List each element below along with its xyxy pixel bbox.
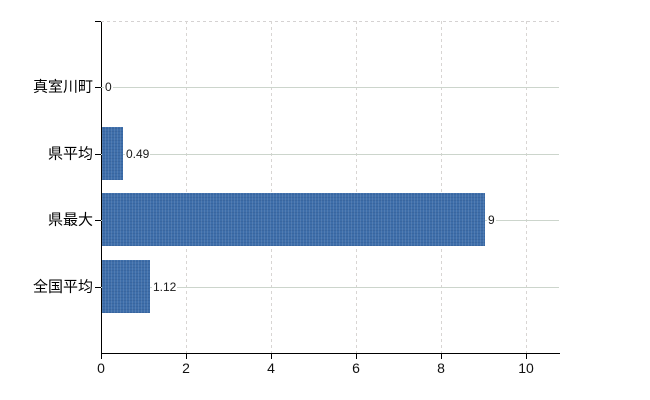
- x-axis-tick: [186, 354, 187, 359]
- x-axis-tick-label: 8: [437, 360, 445, 376]
- x-axis-tick-label: 10: [518, 360, 534, 376]
- vertical-gridline: [441, 21, 442, 353]
- plot-area: 0 0.49 9 1.12: [101, 21, 559, 353]
- vertical-gridline: [186, 21, 187, 353]
- x-axis-tick-label: 6: [352, 360, 360, 376]
- x-axis-tick: [271, 354, 272, 359]
- x-axis-tick-label: 4: [267, 360, 275, 376]
- x-axis-tick-label: 0: [97, 360, 105, 376]
- x-axis-tick: [101, 354, 102, 359]
- horizontal-gridline: [101, 154, 559, 155]
- bar-value-label: 0.49: [125, 147, 151, 161]
- category-label: 県最大: [47, 211, 93, 229]
- bar-value-label: 1.12: [152, 280, 178, 294]
- horizontal-gridline: [101, 87, 559, 88]
- category-label: 真室川町: [32, 78, 93, 96]
- bar-県最大: [102, 193, 485, 246]
- vertical-gridline: [526, 21, 527, 353]
- y-axis-top-tick: [95, 21, 101, 22]
- category-label: 県平均: [47, 145, 93, 163]
- x-axis-tick-label: 2: [182, 360, 190, 376]
- horizontal-gridline: [101, 287, 559, 288]
- bar-全国平均: [102, 260, 150, 313]
- x-axis-line: [101, 353, 560, 354]
- bar-県平均: [102, 127, 123, 180]
- y-axis-tick: [95, 220, 101, 221]
- bar-value-label: 0: [104, 80, 113, 94]
- y-axis-tick: [95, 287, 101, 288]
- x-axis-tick: [526, 354, 527, 359]
- plot-top-border: [101, 21, 559, 22]
- y-axis-tick: [95, 87, 101, 88]
- x-axis-tick: [356, 354, 357, 359]
- y-axis-line: [101, 21, 102, 354]
- y-axis-tick: [95, 154, 101, 155]
- vertical-gridline: [356, 21, 357, 353]
- x-axis-tick: [441, 354, 442, 359]
- vertical-gridline: [271, 21, 272, 353]
- category-label: 全国平均: [32, 278, 93, 296]
- bar-value-label: 9: [487, 213, 496, 227]
